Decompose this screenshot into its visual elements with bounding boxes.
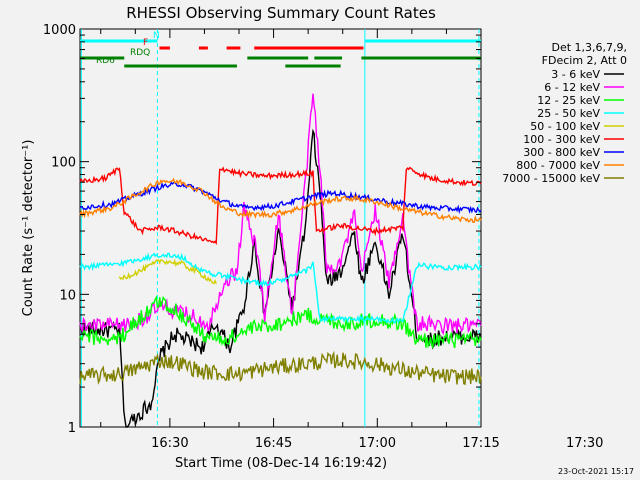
legend-label-8: 800 - 7000 keV [516, 159, 600, 172]
y-tick-label-1: 1 [68, 421, 76, 436]
legend-header-line-1: Det 1,3,6,7,9, [551, 41, 627, 54]
y-tick-label-2: 10 [59, 288, 76, 303]
x-axis-label: Start Time (08-Dec-14 16:19:42) [175, 456, 387, 471]
series-line-5 [118, 258, 217, 285]
flag-label-rdq: RDQ [130, 48, 150, 58]
x-tick-label-4: 17:15 [462, 436, 499, 451]
series-line-6 [79, 166, 482, 246]
flag-label-n: N [153, 31, 160, 41]
legend-label-2: 6 - 12 keV [544, 81, 600, 94]
legend-label-1: 3 - 6 keV [551, 68, 600, 81]
legend-label-7: 300 - 800 keV [523, 146, 600, 159]
plot-area [79, 29, 482, 428]
flag-label-rd6: RD6 [96, 56, 115, 66]
series-line-3 [79, 295, 482, 349]
x-tick-label-5: 17:30 [566, 436, 603, 451]
series-line-7 [79, 181, 482, 215]
legend-label-3: 12 - 25 keV [537, 94, 600, 107]
series-line-8 [79, 177, 482, 224]
legend-header-line-2: FDecim 2, Att 0 [542, 54, 627, 67]
x-tick-label-1: 16:30 [151, 436, 188, 451]
y-tick-label-4: 1000 [43, 23, 76, 38]
x-tick-label-2: 16:45 [255, 436, 292, 451]
legend-label-6: 100 - 300 keV [523, 133, 600, 146]
series-line-4 [79, 252, 482, 325]
legend-label-4: 25 - 50 keV [537, 107, 600, 120]
flag-label-f: F [143, 38, 148, 48]
plot-frame [79, 28, 482, 428]
x-tick-label-3: 17:00 [359, 436, 396, 451]
legend-label-5: 50 - 100 keV [530, 120, 600, 133]
generation-timestamp: 23-Oct-2021 15:17 [558, 467, 634, 476]
y-tick-label-3: 100 [51, 156, 76, 171]
legend: Det 1,3,6,7,9, FDecim 2, Att 0 3 - 6 keV… [502, 41, 627, 185]
y-axis-label: Count Rate (s⁻¹ detector⁻¹) [21, 140, 36, 317]
series-line-9 [79, 350, 482, 386]
series-line-2 [79, 93, 482, 336]
legend-label-9: 7000 - 15000 keV [502, 172, 600, 185]
chart-title: RHESSI Observing Summary Count Rates [126, 4, 436, 22]
